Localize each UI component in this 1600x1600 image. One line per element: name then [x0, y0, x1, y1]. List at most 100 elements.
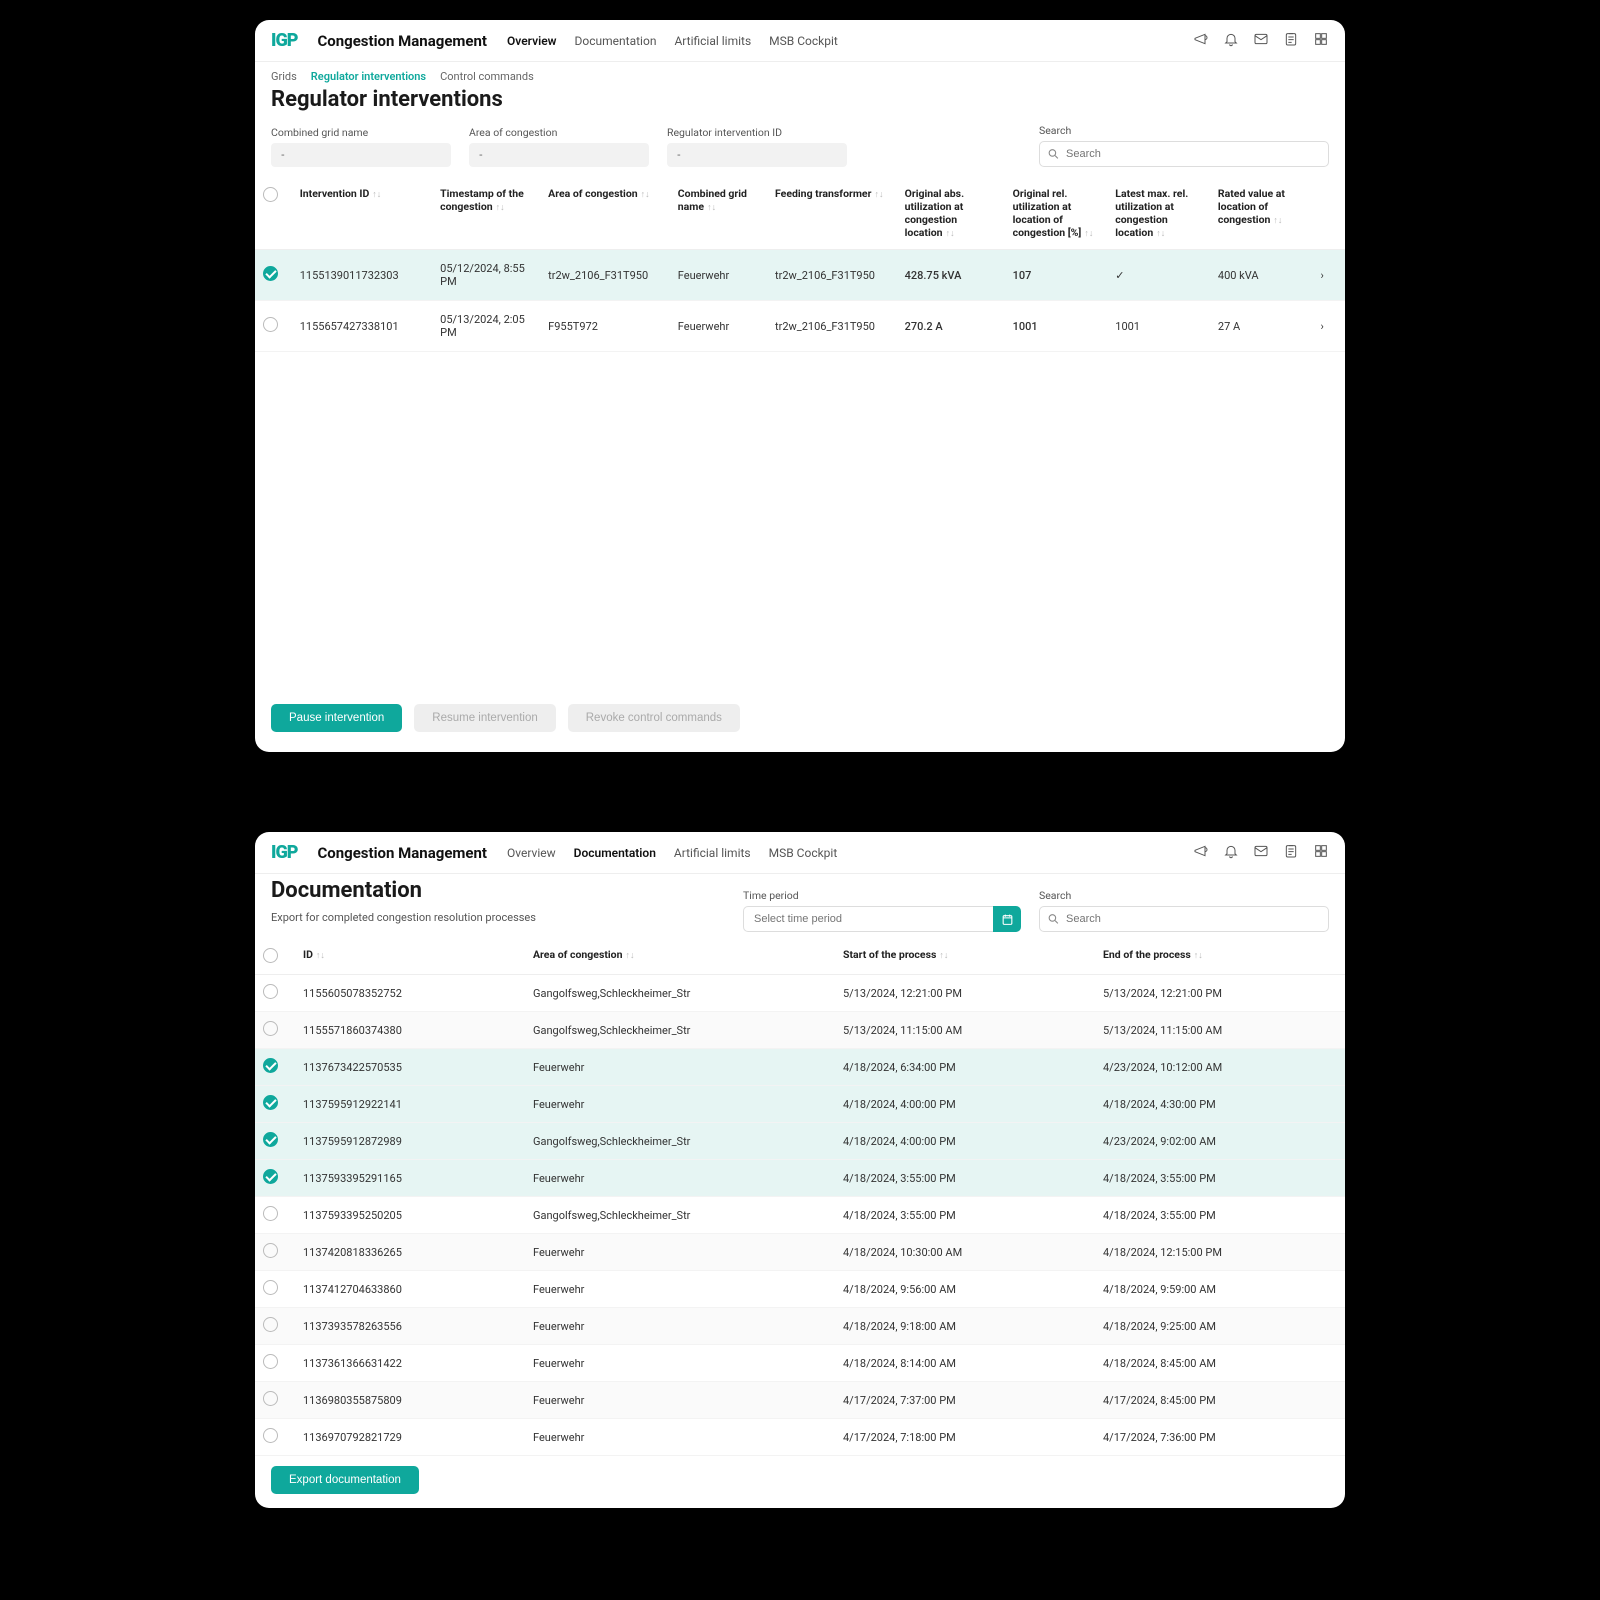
- cell-end: 4/18/2024, 9:59:00 AM: [1095, 1271, 1345, 1308]
- cell-area: Feuerwehr: [525, 1049, 835, 1086]
- crumb-grids[interactable]: Grids: [271, 70, 297, 83]
- table-row[interactable]: 1137593395291165Feuerwehr4/18/2024, 3:55…: [255, 1160, 1345, 1197]
- row-checkbox[interactable]: [263, 1132, 278, 1147]
- row-checkbox[interactable]: [263, 266, 278, 281]
- bell-icon[interactable]: [1223, 31, 1239, 50]
- col-id[interactable]: ID: [303, 948, 313, 961]
- col-start[interactable]: Start of the process: [843, 948, 936, 961]
- export-documentation-button[interactable]: Export documentation: [271, 1466, 419, 1494]
- table-row[interactable]: 1137412704633860Feuerwehr4/18/2024, 9:56…: [255, 1271, 1345, 1308]
- table-row[interactable]: 1137595912872989Gangolfsweg,Schleckheime…: [255, 1123, 1345, 1160]
- sort-icon[interactable]: ↑↓: [874, 189, 883, 200]
- row-checkbox[interactable]: [263, 1058, 278, 1073]
- sort-icon[interactable]: ↑↓: [1273, 215, 1282, 226]
- tab-msb-cockpit[interactable]: MSB Cockpit: [769, 34, 838, 48]
- table-row[interactable]: 1137673422570535Feuerwehr4/18/2024, 6:34…: [255, 1049, 1345, 1086]
- clipboard-icon[interactable]: [1283, 31, 1299, 50]
- sort-icon[interactable]: ↑↓: [707, 202, 716, 213]
- cell-start: 4/18/2024, 4:00:00 PM: [835, 1086, 1095, 1123]
- time-period-input[interactable]: [743, 906, 993, 932]
- sort-icon[interactable]: ↑↓: [1194, 950, 1203, 961]
- table-row[interactable]: 1137420818336265Feuerwehr4/18/2024, 10:3…: [255, 1234, 1345, 1271]
- table-row[interactable]: 1136970792821729Feuerwehr4/17/2024, 7:18…: [255, 1419, 1345, 1456]
- filter-area-input[interactable]: [469, 143, 649, 167]
- page-title: Regulator interventions: [255, 83, 1345, 120]
- sort-icon[interactable]: ↑↓: [1156, 228, 1165, 239]
- table-row[interactable]: 1137393578263556Feuerwehr4/18/2024, 9:18…: [255, 1308, 1345, 1345]
- apps-icon[interactable]: [1313, 843, 1329, 862]
- megaphone-icon[interactable]: [1193, 31, 1209, 50]
- tab-overview[interactable]: Overview: [507, 846, 556, 860]
- col-orig-rel[interactable]: Original rel. utilization at location of…: [1013, 187, 1082, 239]
- table-row[interactable]: 1137595912922141Feuerwehr4/18/2024, 4:00…: [255, 1086, 1345, 1123]
- cell-end: 4/18/2024, 4:30:00 PM: [1095, 1086, 1345, 1123]
- sort-icon[interactable]: ↑↓: [946, 228, 955, 239]
- table-row[interactable]: 1137361366631422Feuerwehr4/18/2024, 8:14…: [255, 1345, 1345, 1382]
- col-orig-abs[interactable]: Original abs. utilization at congestion …: [905, 187, 965, 239]
- table-row[interactable]: 1136980355875809Feuerwehr4/17/2024, 7:37…: [255, 1382, 1345, 1419]
- sort-icon[interactable]: ↑↓: [939, 950, 948, 961]
- chevron-right-icon[interactable]: ›: [1313, 250, 1345, 301]
- table-row[interactable]: 1155571860374380Gangolfsweg,Schleckheime…: [255, 1012, 1345, 1049]
- sort-icon[interactable]: ↑↓: [372, 189, 381, 200]
- pause-intervention-button[interactable]: Pause intervention: [271, 704, 402, 732]
- page-title: Documentation: [271, 874, 725, 911]
- tab-artificial-limits[interactable]: Artificial limits: [674, 846, 751, 860]
- cell-id: 1137412704633860: [295, 1271, 525, 1308]
- cell-id: 1137593395250205: [295, 1197, 525, 1234]
- cell-end: 4/18/2024, 12:15:00 PM: [1095, 1234, 1345, 1271]
- sort-icon[interactable]: ↑↓: [641, 189, 650, 200]
- table-row[interactable]: 115513901173230305/12/2024, 8:55 PMtr2w_…: [255, 250, 1345, 301]
- cell-orig-abs: 428.75 kVA: [897, 250, 1005, 301]
- crumb-control-commands[interactable]: Control commands: [440, 70, 534, 83]
- tab-msb-cockpit[interactable]: MSB Cockpit: [769, 846, 838, 860]
- sort-icon[interactable]: ↑↓: [496, 202, 505, 213]
- sort-icon[interactable]: ↑↓: [1084, 228, 1093, 239]
- col-area[interactable]: Area of congestion: [533, 948, 623, 961]
- cell-area: Feuerwehr: [525, 1419, 835, 1456]
- table-row[interactable]: 115565742733810105/13/2024, 2:05 PMF955T…: [255, 301, 1345, 352]
- calendar-button[interactable]: [993, 906, 1021, 932]
- row-checkbox[interactable]: [263, 1354, 278, 1369]
- row-checkbox[interactable]: [263, 1428, 278, 1443]
- apps-icon[interactable]: [1313, 31, 1329, 50]
- clipboard-icon[interactable]: [1283, 843, 1299, 862]
- sort-icon[interactable]: ↑↓: [316, 950, 325, 961]
- select-all-checkbox[interactable]: [263, 187, 278, 202]
- tab-documentation[interactable]: Documentation: [574, 846, 656, 860]
- col-latest[interactable]: Latest max. rel. utilization at congesti…: [1115, 187, 1188, 239]
- filter-combined-input[interactable]: [271, 143, 451, 167]
- tab-artificial-limits[interactable]: Artificial limits: [674, 34, 751, 48]
- megaphone-icon[interactable]: [1193, 843, 1209, 862]
- tab-documentation[interactable]: Documentation: [575, 34, 657, 48]
- search-input[interactable]: [1039, 906, 1329, 932]
- bell-icon[interactable]: [1223, 843, 1239, 862]
- row-checkbox[interactable]: [263, 1021, 278, 1036]
- col-end[interactable]: End of the process: [1103, 948, 1191, 961]
- row-checkbox[interactable]: [263, 1391, 278, 1406]
- select-all-checkbox[interactable]: [263, 948, 278, 963]
- filter-regid-input[interactable]: [667, 143, 847, 167]
- col-feeding[interactable]: Feeding transformer: [775, 187, 871, 200]
- crumb-regulator-interventions[interactable]: Regulator interventions: [311, 70, 426, 83]
- cell-id: 1155571860374380: [295, 1012, 525, 1049]
- mail-icon[interactable]: [1253, 31, 1269, 50]
- table-row[interactable]: 1155605078352752Gangolfsweg,Schleckheime…: [255, 975, 1345, 1012]
- chevron-right-icon[interactable]: ›: [1313, 301, 1345, 352]
- tab-overview[interactable]: Overview: [507, 34, 557, 48]
- row-checkbox[interactable]: [263, 1095, 278, 1110]
- mail-icon[interactable]: [1253, 843, 1269, 862]
- row-checkbox[interactable]: [263, 317, 278, 332]
- row-checkbox[interactable]: [263, 1169, 278, 1184]
- row-checkbox[interactable]: [263, 1206, 278, 1221]
- row-checkbox[interactable]: [263, 1280, 278, 1295]
- search-input[interactable]: [1039, 141, 1329, 167]
- sort-icon[interactable]: ↑↓: [626, 950, 635, 961]
- row-checkbox[interactable]: [263, 1243, 278, 1258]
- table-row[interactable]: 1137593395250205Gangolfsweg,Schleckheime…: [255, 1197, 1345, 1234]
- col-area[interactable]: Area of congestion: [548, 187, 638, 200]
- row-checkbox[interactable]: [263, 1317, 278, 1332]
- col-intervention-id[interactable]: Intervention ID: [300, 187, 370, 200]
- row-checkbox[interactable]: [263, 984, 278, 999]
- col-timestamp[interactable]: Timestamp of the congestion: [440, 187, 524, 213]
